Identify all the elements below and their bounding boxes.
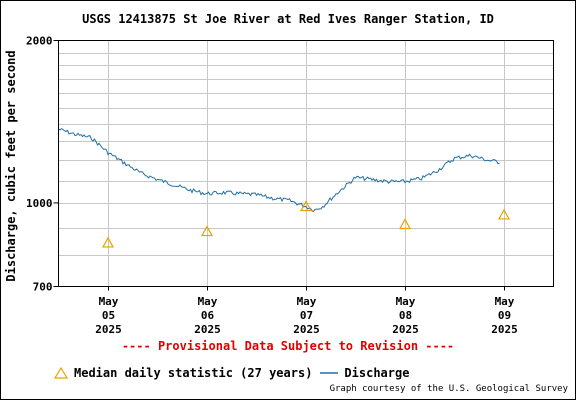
median-marker [200,225,214,237]
median-marker [398,218,412,230]
discharge-line [58,127,500,212]
legend-discharge-label: Discharge [344,366,410,380]
x-tick-label: May [198,295,218,308]
x-tick-label: 2025 [491,323,518,336]
line-marker-icon [320,372,339,374]
y-tick-label: 2000 [26,35,53,48]
x-tick-label: 2025 [392,323,419,336]
credit: Graph courtesy of the U.S. Geological Su… [329,384,568,394]
x-tick-label: 09 [498,309,511,322]
x-tick-label: 08 [399,309,412,322]
x-tick-label: 07 [300,309,313,322]
y-tick-label: 1000 [26,197,53,210]
x-tick-label: 06 [201,309,215,322]
median-marker [497,208,511,220]
legend-item-discharge: Discharge [320,366,409,380]
triangle-marker-icon [54,367,68,379]
x-tick-label: May [495,295,515,308]
x-tick-label: May [99,295,119,308]
legend-median-label: Median daily statistic (27 years) [74,366,313,380]
median-marker [101,236,115,248]
x-tick-label: 2025 [293,323,320,336]
x-tick-label: 2025 [194,323,221,336]
median-marker [299,200,313,212]
plot-border [58,40,554,287]
x-tick-label: 05 [102,309,115,322]
x-tick-label: 2025 [95,323,122,336]
y-tick-label: 700 [33,281,53,294]
chart-title: USGS 12413875 St Joe River at Red Ives R… [82,12,494,26]
x-tick-label: May [396,295,416,308]
x-tick-label: May [297,295,317,308]
legend: Median daily statistic (27 years) Discha… [54,366,409,380]
legend-item-median: Median daily statistic (27 years) [54,366,312,380]
provisional-notice: ---- Provisional Data Subject to Revisio… [121,339,455,353]
